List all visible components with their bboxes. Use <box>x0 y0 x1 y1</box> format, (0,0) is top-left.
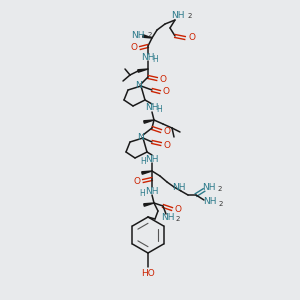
Text: NH: NH <box>145 187 159 196</box>
Text: NH: NH <box>141 52 155 62</box>
Text: 2: 2 <box>188 13 192 19</box>
Text: NH: NH <box>202 182 216 191</box>
Text: N: N <box>136 133 143 142</box>
Polygon shape <box>144 203 154 206</box>
Text: 2: 2 <box>176 216 180 222</box>
Text: N: N <box>135 82 141 91</box>
Polygon shape <box>144 120 154 123</box>
Text: HO: HO <box>141 268 155 278</box>
Text: O: O <box>130 44 137 52</box>
Text: NH: NH <box>172 184 186 193</box>
Text: NH: NH <box>145 103 159 112</box>
Text: NH: NH <box>171 11 185 20</box>
Text: H: H <box>156 106 162 115</box>
Text: O: O <box>175 206 182 214</box>
Polygon shape <box>138 69 148 72</box>
Text: O: O <box>163 88 170 97</box>
Text: O: O <box>164 128 170 136</box>
Polygon shape <box>142 171 152 174</box>
Text: O: O <box>134 176 140 185</box>
Text: NH: NH <box>131 31 145 40</box>
Text: H: H <box>139 188 145 197</box>
Text: NH: NH <box>203 197 217 206</box>
Text: 2: 2 <box>148 32 152 38</box>
Text: 2: 2 <box>218 186 222 192</box>
Text: NH: NH <box>161 212 175 221</box>
Text: H: H <box>140 157 146 166</box>
Text: H: H <box>152 55 158 64</box>
Text: O: O <box>160 74 167 83</box>
Text: 2: 2 <box>219 201 223 207</box>
Text: NH: NH <box>145 154 159 164</box>
Text: O: O <box>164 140 170 149</box>
Polygon shape <box>143 35 152 38</box>
Text: O: O <box>188 34 196 43</box>
